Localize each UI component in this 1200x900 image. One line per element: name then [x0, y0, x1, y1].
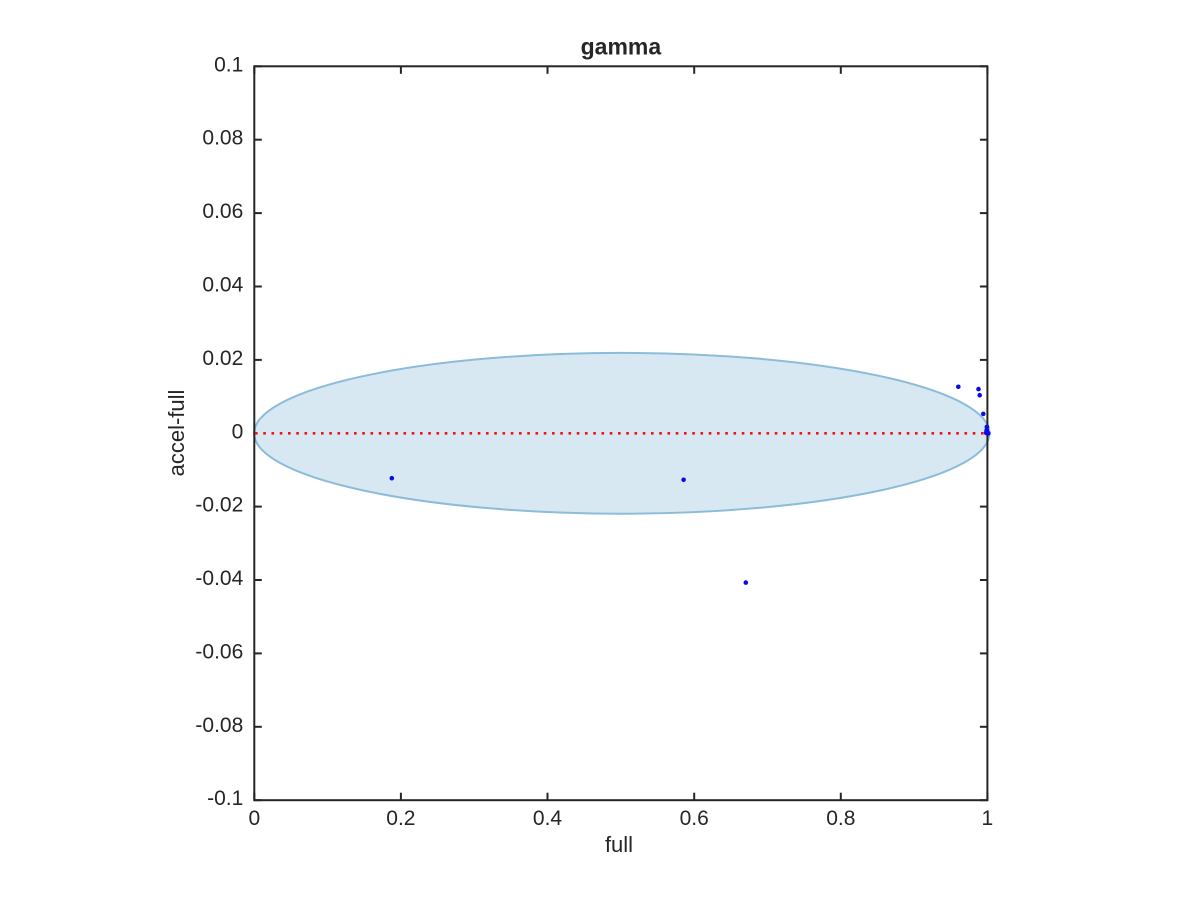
svg-text:0.1: 0.1 [214, 53, 243, 76]
svg-text:0.8: 0.8 [826, 807, 855, 830]
svg-text:-0.02: -0.02 [195, 494, 243, 517]
svg-text:0.04: 0.04 [202, 274, 243, 297]
svg-text:0: 0 [232, 420, 244, 443]
svg-text:0.2: 0.2 [386, 807, 415, 830]
svg-text:gamma: gamma [581, 34, 662, 60]
svg-text:0.08: 0.08 [202, 127, 243, 150]
svg-text:0.4: 0.4 [533, 807, 563, 830]
svg-text:-0.04: -0.04 [195, 567, 243, 590]
svg-text:0.02: 0.02 [202, 347, 243, 370]
svg-text:0.6: 0.6 [680, 807, 709, 830]
svg-text:accel-full: accel-full [164, 390, 189, 477]
svg-text:-0.06: -0.06 [195, 640, 243, 663]
svg-text:1: 1 [982, 807, 994, 830]
svg-text:0.06: 0.06 [202, 200, 243, 223]
svg-text:-0.08: -0.08 [195, 714, 243, 737]
svg-text:full: full [605, 832, 633, 857]
svg-text:0: 0 [248, 807, 260, 830]
svg-text:-0.1: -0.1 [207, 787, 243, 810]
